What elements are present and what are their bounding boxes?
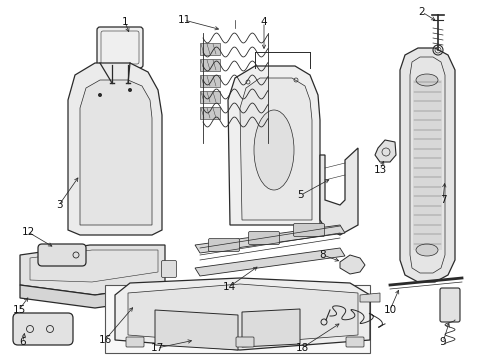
Polygon shape [374, 140, 395, 162]
Text: 13: 13 [373, 165, 386, 175]
FancyBboxPatch shape [208, 238, 239, 252]
Polygon shape [20, 285, 164, 308]
Text: 11: 11 [177, 15, 190, 25]
Text: 15: 15 [12, 305, 25, 315]
FancyBboxPatch shape [293, 224, 324, 237]
Text: 17: 17 [150, 343, 163, 353]
FancyBboxPatch shape [126, 337, 143, 347]
Polygon shape [242, 309, 299, 347]
Polygon shape [339, 255, 364, 274]
Polygon shape [359, 293, 379, 302]
Polygon shape [319, 148, 357, 235]
Text: 3: 3 [56, 200, 62, 210]
Text: 7: 7 [439, 195, 446, 205]
Circle shape [98, 93, 102, 97]
Polygon shape [200, 59, 220, 71]
Text: 5: 5 [297, 190, 304, 200]
Ellipse shape [415, 74, 437, 86]
Text: 16: 16 [98, 335, 111, 345]
Text: 2: 2 [418, 7, 425, 17]
FancyBboxPatch shape [248, 231, 279, 244]
Ellipse shape [415, 244, 437, 256]
Polygon shape [200, 107, 220, 119]
Polygon shape [200, 91, 220, 103]
Text: 4: 4 [260, 17, 267, 27]
Polygon shape [227, 66, 319, 225]
Polygon shape [195, 248, 345, 276]
FancyBboxPatch shape [105, 285, 369, 353]
Polygon shape [68, 63, 162, 235]
Text: 6: 6 [20, 337, 26, 347]
Polygon shape [240, 78, 311, 220]
Polygon shape [20, 245, 164, 295]
Polygon shape [399, 48, 454, 282]
Text: 10: 10 [383, 305, 396, 315]
Polygon shape [128, 284, 357, 344]
Polygon shape [115, 278, 369, 350]
FancyBboxPatch shape [97, 27, 142, 68]
Text: 18: 18 [295, 343, 308, 353]
FancyBboxPatch shape [439, 288, 459, 322]
FancyBboxPatch shape [412, 80, 441, 250]
Polygon shape [80, 80, 152, 225]
Text: 9: 9 [439, 337, 446, 347]
Polygon shape [195, 225, 345, 253]
FancyBboxPatch shape [38, 244, 86, 266]
Text: 12: 12 [21, 227, 35, 237]
Circle shape [128, 88, 132, 92]
Ellipse shape [253, 110, 293, 190]
FancyBboxPatch shape [236, 337, 253, 347]
FancyBboxPatch shape [161, 261, 176, 278]
Text: 8: 8 [319, 250, 325, 260]
Text: 1: 1 [122, 17, 128, 27]
Text: 14: 14 [222, 282, 235, 292]
Polygon shape [155, 310, 238, 350]
Polygon shape [200, 43, 220, 55]
FancyBboxPatch shape [13, 313, 73, 345]
FancyBboxPatch shape [346, 337, 363, 347]
Polygon shape [200, 75, 220, 87]
